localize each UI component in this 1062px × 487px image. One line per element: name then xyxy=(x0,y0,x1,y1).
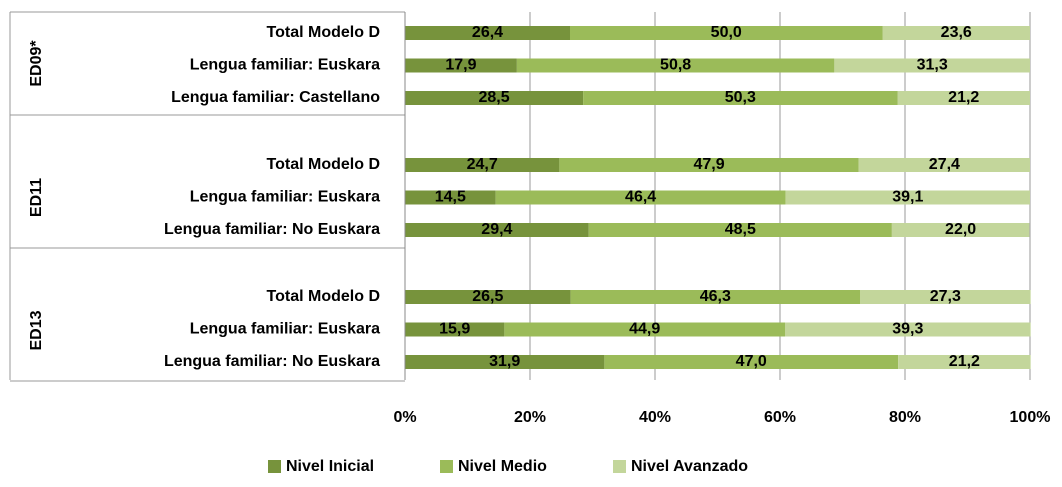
data-label: 50,0 xyxy=(711,24,742,41)
category-label: Lengua familiar: No Euskara xyxy=(164,353,380,370)
data-label: 48,5 xyxy=(725,221,756,238)
bar-segment xyxy=(405,91,584,105)
data-label: 14,5 xyxy=(435,189,466,206)
bar-segment xyxy=(882,26,1030,40)
data-label: 31,9 xyxy=(489,353,520,370)
data-label: 22,0 xyxy=(945,221,976,238)
bar-segment xyxy=(834,58,1030,73)
bar-segment xyxy=(860,290,1031,304)
bar-segment xyxy=(583,91,898,105)
data-label: 21,2 xyxy=(949,353,980,370)
x-tick-label: 20% xyxy=(514,409,546,426)
bar-segment xyxy=(405,58,517,73)
category-label: Lengua familiar: Castellano xyxy=(171,89,380,106)
legend-swatch xyxy=(268,460,281,473)
data-label: 27,3 xyxy=(930,288,961,305)
data-label: 39,3 xyxy=(892,321,923,338)
x-tick-label: 80% xyxy=(889,409,921,426)
bar-segment xyxy=(785,322,1031,337)
group-label: ED09* xyxy=(28,40,45,87)
data-label: 28,5 xyxy=(478,89,509,106)
bar-segment xyxy=(588,223,892,237)
data-label: 46,3 xyxy=(700,288,731,305)
bar-segment xyxy=(785,190,1030,205)
data-label: 50,3 xyxy=(725,89,756,106)
category-label: Lengua familiar: Euskara xyxy=(190,57,380,74)
bar-segment xyxy=(516,58,835,73)
data-label: 39,1 xyxy=(892,189,923,206)
bar-segment xyxy=(570,26,883,40)
x-tick-label: 60% xyxy=(764,409,796,426)
group-label: ED13 xyxy=(28,310,45,350)
bar-segment xyxy=(604,355,899,369)
data-label: 17,9 xyxy=(445,57,476,74)
data-label: 21,2 xyxy=(948,89,979,106)
data-label: 47,9 xyxy=(693,156,724,173)
data-label: 47,0 xyxy=(736,353,767,370)
legend-label: Nivel Medio xyxy=(458,458,547,475)
category-label: Lengua familiar: Euskara xyxy=(190,189,380,206)
bar-segment xyxy=(405,190,496,205)
bar-segment xyxy=(891,223,1030,237)
bar-segment xyxy=(858,158,1030,172)
data-label: 50,8 xyxy=(660,57,691,74)
bar-segment xyxy=(405,223,589,237)
data-label: 31,3 xyxy=(917,57,948,74)
bar-segment xyxy=(504,322,785,337)
category-label: Lengua familiar: Euskara xyxy=(190,321,380,338)
bar-segment xyxy=(405,158,560,172)
data-label: 26,5 xyxy=(472,288,503,305)
bar-segment xyxy=(897,91,1030,105)
bar-segment xyxy=(898,355,1031,369)
group-label: ED11 xyxy=(28,178,45,217)
legend-label: Nivel Inicial xyxy=(286,458,374,475)
data-label: 24,7 xyxy=(467,156,498,173)
x-tick-label: 40% xyxy=(639,409,671,426)
bar-segment xyxy=(495,190,786,205)
bar-segment xyxy=(405,290,571,304)
bar-segment xyxy=(405,355,605,369)
legend-swatch xyxy=(613,460,626,473)
data-label: 44,9 xyxy=(629,321,660,338)
category-label: Total Modelo D xyxy=(267,288,380,305)
bar-segment xyxy=(559,158,859,172)
bar-segment xyxy=(405,26,570,40)
data-label: 26,4 xyxy=(472,24,503,41)
data-label: 15,9 xyxy=(439,321,470,338)
data-label: 23,6 xyxy=(941,24,972,41)
bar-segment xyxy=(570,290,860,304)
category-label: Lengua familiar: No Euskara xyxy=(164,221,380,238)
bar-segment xyxy=(405,322,505,337)
data-label: 46,4 xyxy=(625,189,656,206)
category-label: Total Modelo D xyxy=(267,24,380,41)
data-label: 27,4 xyxy=(929,156,960,173)
x-tick-label: 0% xyxy=(393,409,416,426)
legend-label: Nivel Avanzado xyxy=(631,458,748,475)
legend-swatch xyxy=(440,460,453,473)
data-label: 29,4 xyxy=(481,221,512,238)
x-tick-label: 100% xyxy=(1010,409,1051,426)
category-label: Total Modelo D xyxy=(267,156,380,173)
